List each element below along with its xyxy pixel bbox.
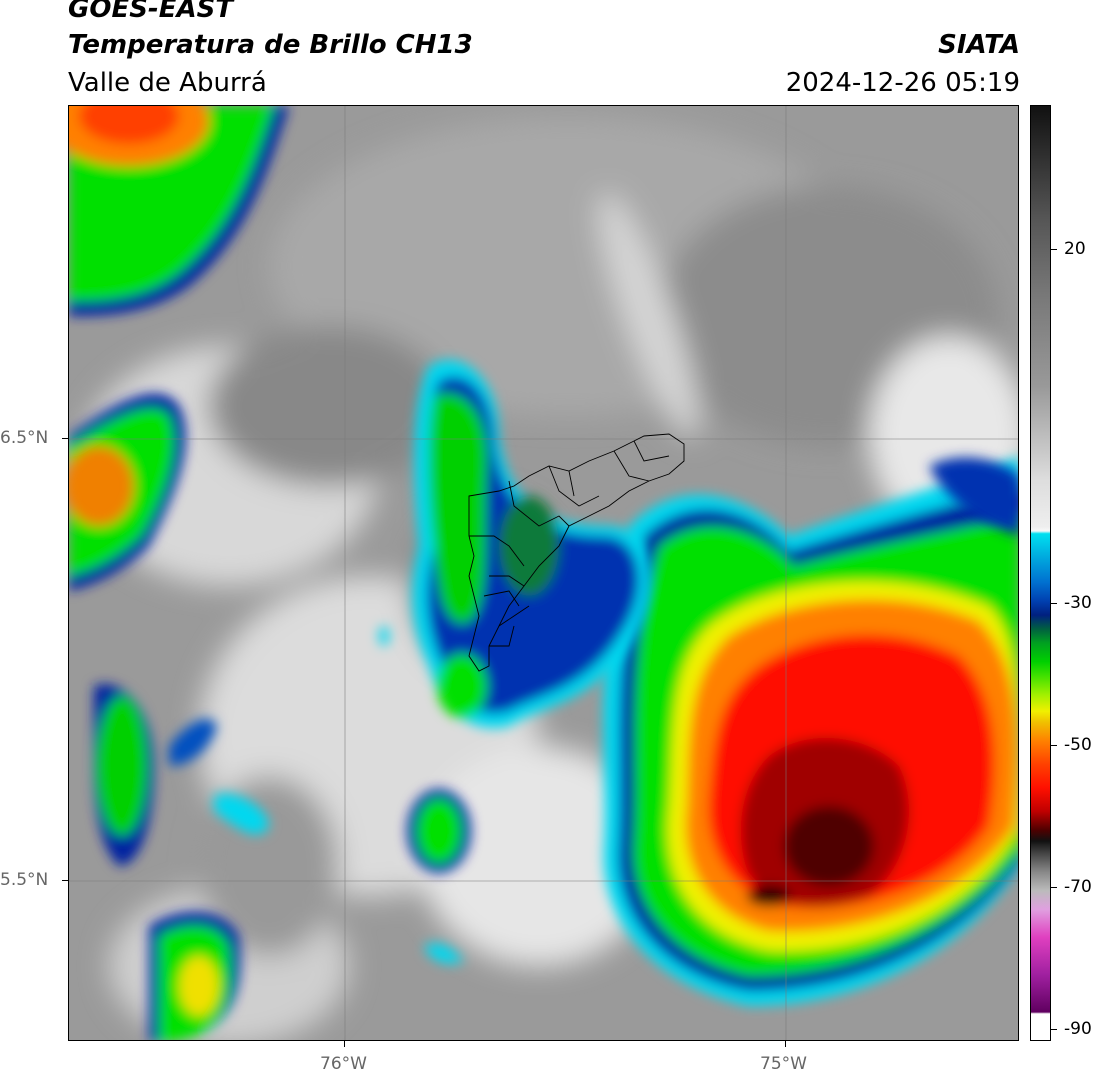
- organization-label: SIATA: [938, 30, 1020, 60]
- product-title: Temperatura de Brillo CH13: [68, 30, 473, 60]
- lat-tick-1: [62, 438, 68, 439]
- lon-tick-1: [344, 1041, 345, 1047]
- cb-tick-m50: [1051, 745, 1057, 746]
- cb-label-20: 20: [1064, 239, 1086, 259]
- brightness-temperature-map: [68, 105, 1019, 1041]
- lat-label-6-5: 6.5°N: [0, 428, 49, 448]
- cb-tick-m30: [1051, 603, 1057, 604]
- storm-left-lower: [94, 684, 269, 1040]
- storm-large: [603, 456, 1018, 1006]
- lon-label-76: 76°W: [320, 1054, 367, 1074]
- cb-label-m70: -70: [1064, 877, 1092, 897]
- lon-label-75: 75°W: [760, 1054, 807, 1074]
- storm-left-middle: [69, 393, 186, 591]
- storm-small-cells: [379, 457, 1018, 964]
- cb-tick-m70: [1051, 887, 1057, 888]
- cb-tick-m90: [1051, 1029, 1057, 1030]
- municipal-boundaries: [468, 433, 685, 672]
- colorbar: [1030, 105, 1051, 1041]
- graticule: [69, 106, 1018, 1040]
- lon-tick-2: [785, 1041, 786, 1047]
- cb-label-m90: -90: [1064, 1019, 1092, 1039]
- cb-label-m50: -50: [1064, 735, 1092, 755]
- cb-tick-20: [1051, 249, 1057, 250]
- storm-top-left: [69, 106, 289, 316]
- lat-tick-2: [62, 880, 68, 881]
- colorbar-gradient: [1031, 106, 1050, 1040]
- map-canvas: [69, 106, 1018, 1040]
- datetime-label: 2024-12-26 05:19: [785, 68, 1020, 98]
- lat-label-5-5: 5.5°N: [0, 870, 49, 890]
- region-subtitle: Valle de Aburrá: [68, 68, 267, 98]
- satellite-title: GOES-EAST: [68, 0, 234, 24]
- cb-label-m30: -30: [1064, 593, 1092, 613]
- storm-central: [412, 359, 651, 728]
